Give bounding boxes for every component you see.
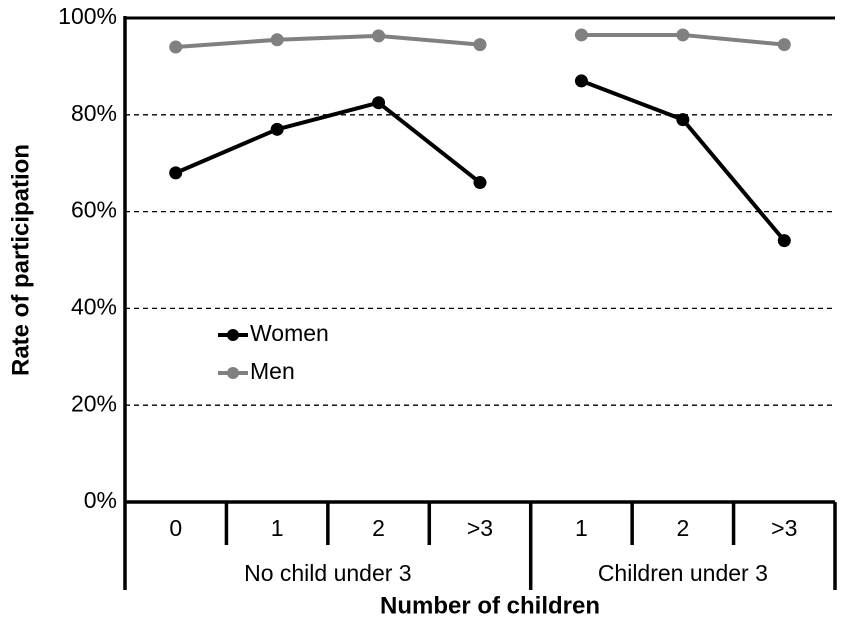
x-tick-label: >3 (467, 515, 493, 541)
series-marker (676, 28, 690, 42)
series-marker (777, 38, 791, 52)
x-tick-label: 1 (271, 515, 284, 541)
x-tick-label: 1 (575, 515, 588, 541)
series-marker (169, 40, 183, 54)
y-axis-title: Rate of participation (7, 144, 34, 376)
series-marker (676, 113, 690, 127)
y-tick-label: 40% (71, 293, 117, 319)
series-line (175, 33, 481, 50)
series-marker (270, 33, 284, 47)
group-label: No child under 3 (244, 560, 412, 586)
legend-label: Men (250, 358, 295, 384)
series-marker (372, 96, 386, 110)
series-marker (270, 122, 284, 136)
series-marker (473, 38, 487, 52)
series-line (174, 100, 482, 185)
series-line (580, 79, 786, 242)
group-label: Children under 3 (598, 560, 768, 586)
x-tick-label: 0 (169, 515, 182, 541)
y-tick-label: 80% (71, 100, 117, 126)
series-marker (473, 176, 487, 190)
y-tick-label: 0% (84, 487, 117, 513)
y-tick-label: 100% (58, 3, 117, 29)
series-marker (169, 166, 183, 180)
x-tick-label: >3 (771, 515, 797, 541)
legend-label: Women (250, 320, 329, 346)
y-tick-label: 20% (71, 390, 117, 416)
legend-marker (227, 329, 239, 341)
series-marker (777, 234, 791, 248)
y-tick-label: 60% (71, 197, 117, 223)
series-marker (574, 74, 588, 88)
legend-marker (227, 367, 239, 379)
x-axis-title: Number of children (380, 592, 600, 619)
series-marker (372, 29, 386, 43)
x-tick-label: 2 (676, 515, 689, 541)
series-marker (574, 28, 588, 42)
x-tick-label: 2 (372, 515, 385, 541)
